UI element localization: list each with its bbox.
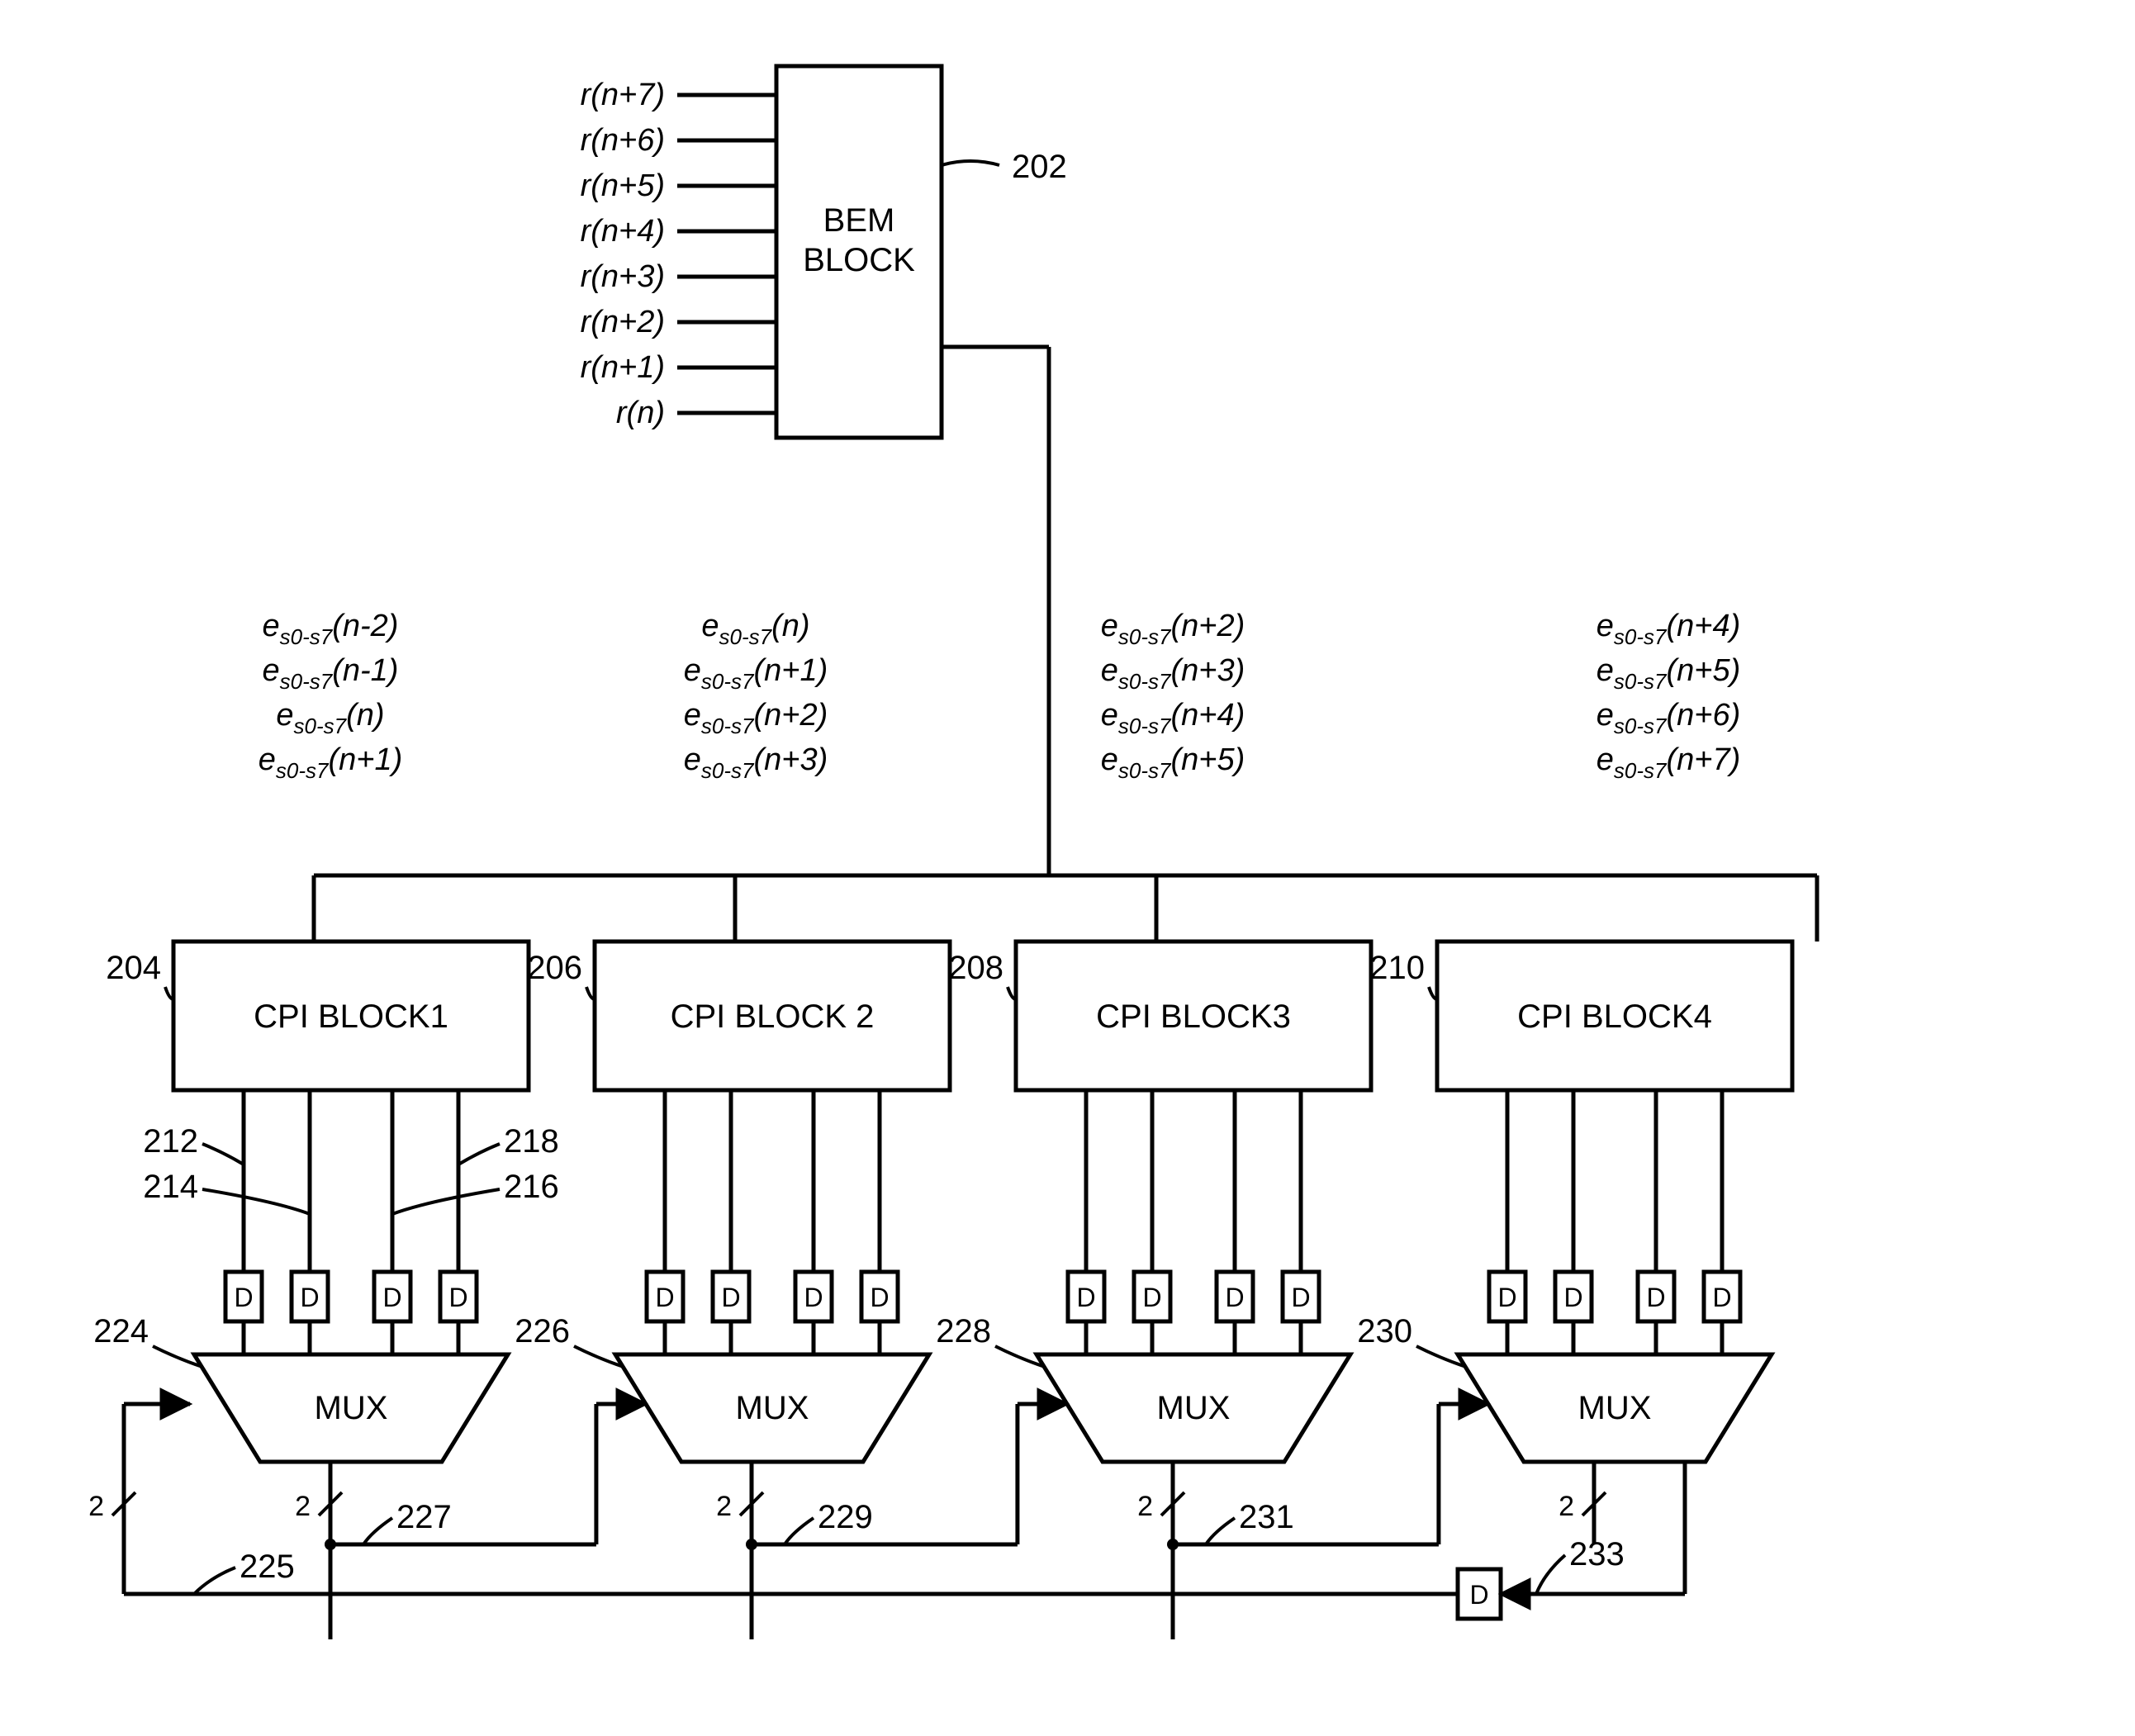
error-signal-label: es0-s7(n+2) [1101, 609, 1245, 649]
bem-ref-leader [942, 161, 999, 165]
cpi-block-label: CPI BLOCK4 [1517, 998, 1712, 1035]
error-signal-label: es0-s7(n+2) [684, 698, 828, 738]
bus-width: 2 [716, 1491, 732, 1522]
cpi-output-refs: 212 214 218 216 [143, 1123, 559, 1214]
bem-ref: 202 [1012, 149, 1067, 185]
error-signal-label: es0-s7(n+5) [1597, 653, 1741, 694]
d-label: D [870, 1283, 889, 1312]
ref-214: 214 [143, 1169, 198, 1205]
error-signal-label: es0-s7(n+3) [1101, 653, 1245, 694]
ref-225: 225 [240, 1549, 295, 1585]
bem-input-label: r(n+7) [581, 78, 665, 112]
error-signal-label: es0-s7(n+6) [1597, 698, 1741, 738]
d-label: D [1076, 1283, 1095, 1312]
d-label: D [382, 1283, 401, 1312]
d-label: D [1712, 1283, 1731, 1312]
mux-label: MUX [736, 1390, 809, 1426]
feedback-d: D [1458, 1569, 1501, 1619]
block-diagram: BEM BLOCK 202 r(n+7)r(n+6)r(n+5)r(n+4)r(… [0, 0, 2135, 1736]
ref-216: 216 [504, 1169, 559, 1205]
error-signal-label: es0-s7(n+5) [1101, 742, 1245, 783]
bem-input-label: r(n+5) [581, 168, 665, 203]
bem-block-label-1: BEM [823, 202, 895, 239]
cpi-block-label: CPI BLOCK3 [1096, 998, 1291, 1035]
error-signal-label: es0-s7(n+7) [1597, 742, 1741, 783]
bus-width: 2 [1137, 1491, 1153, 1522]
cpi-block-label: CPI BLOCK 2 [671, 998, 875, 1035]
svg-text:D: D [1469, 1580, 1488, 1610]
error-signal-label: es0-s7(n+1) [684, 653, 828, 694]
bus-width: 2 [295, 1491, 311, 1522]
mux-chain [325, 1404, 1488, 1550]
bem-input-label: r(n+3) [581, 259, 665, 294]
error-signal-label: es0-s7(n+4) [1101, 698, 1245, 738]
bem-inputs: r(n+7) r(n+6) r(n+5) r(n+4) r(n+3) r(n+2) r(n+… [581, 78, 776, 430]
error-signal-label: es0-s7(n+3) [684, 742, 828, 783]
d-label: D [1563, 1283, 1582, 1312]
d-label: D [1497, 1283, 1516, 1312]
d-label: D [1225, 1283, 1244, 1312]
error-signal-label: es0-s7(n+4) [1597, 609, 1741, 649]
ref-227: 227 [396, 1499, 452, 1535]
bus-width: 2 [88, 1491, 104, 1522]
mux-label: MUX [315, 1390, 388, 1426]
bus-width: 2 [1559, 1491, 1574, 1522]
error-signal-label: es0-s7(n+1) [259, 742, 403, 783]
bem-block-label-2: BLOCK [803, 242, 915, 278]
cpi-block-ref: 204 [106, 950, 161, 986]
mux-label: MUX [1578, 1390, 1652, 1426]
cpi-block-ref: 208 [948, 950, 1003, 986]
d-label: D [234, 1283, 253, 1312]
error-signal-label: es0-s7(n) [701, 609, 809, 649]
ref-218: 218 [504, 1123, 559, 1160]
error-signal-label: es0-s7(n-2) [263, 609, 399, 649]
d-label: D [448, 1283, 467, 1312]
bem-input-label: r(n+1) [581, 350, 665, 385]
mux-label: MUX [1157, 1390, 1231, 1426]
mux-ref: 228 [936, 1313, 991, 1349]
ref-233: 233 [1569, 1536, 1625, 1572]
mux-ref: 226 [515, 1313, 570, 1349]
error-groups: es0-s7(n-2)es0-s7(n-1)es0-s7(n)es0-s7(n+… [259, 609, 1741, 783]
mux-ref: 224 [93, 1313, 149, 1349]
d-label: D [721, 1283, 740, 1312]
bem-input-label: r(n+6) [581, 123, 665, 158]
ref-229: 229 [818, 1499, 873, 1535]
bem-input-label: r(n) [616, 396, 665, 430]
ref-231: 231 [1239, 1499, 1294, 1535]
d-label: D [1646, 1283, 1665, 1312]
error-signal-label: es0-s7(n) [276, 698, 384, 738]
cpi-block-ref: 210 [1369, 950, 1425, 986]
cpi-block-ref: 206 [527, 950, 582, 986]
d-label: D [1142, 1283, 1161, 1312]
cpi-block-label: CPI BLOCK1 [254, 998, 448, 1035]
bem-input-label: r(n+4) [581, 214, 665, 249]
error-signal-label: es0-s7(n-1) [263, 653, 399, 694]
columns: D D D D MUX 224 2 D D D D MUX 226 2 D D D D MUX 228 2 D D D D MUX… [88, 1090, 1772, 1544]
cpi-blocks: CPI BLOCK1 204 CPI BLOCK 2 206 CPI BLOCK3 208… [106, 942, 1792, 1090]
d-label: D [804, 1283, 823, 1312]
d-label: D [300, 1283, 319, 1312]
ref-212: 212 [143, 1123, 198, 1160]
mux-ref: 230 [1357, 1313, 1412, 1349]
d-label: D [655, 1283, 674, 1312]
d-label: D [1291, 1283, 1310, 1312]
bem-input-label: r(n+2) [581, 305, 665, 339]
